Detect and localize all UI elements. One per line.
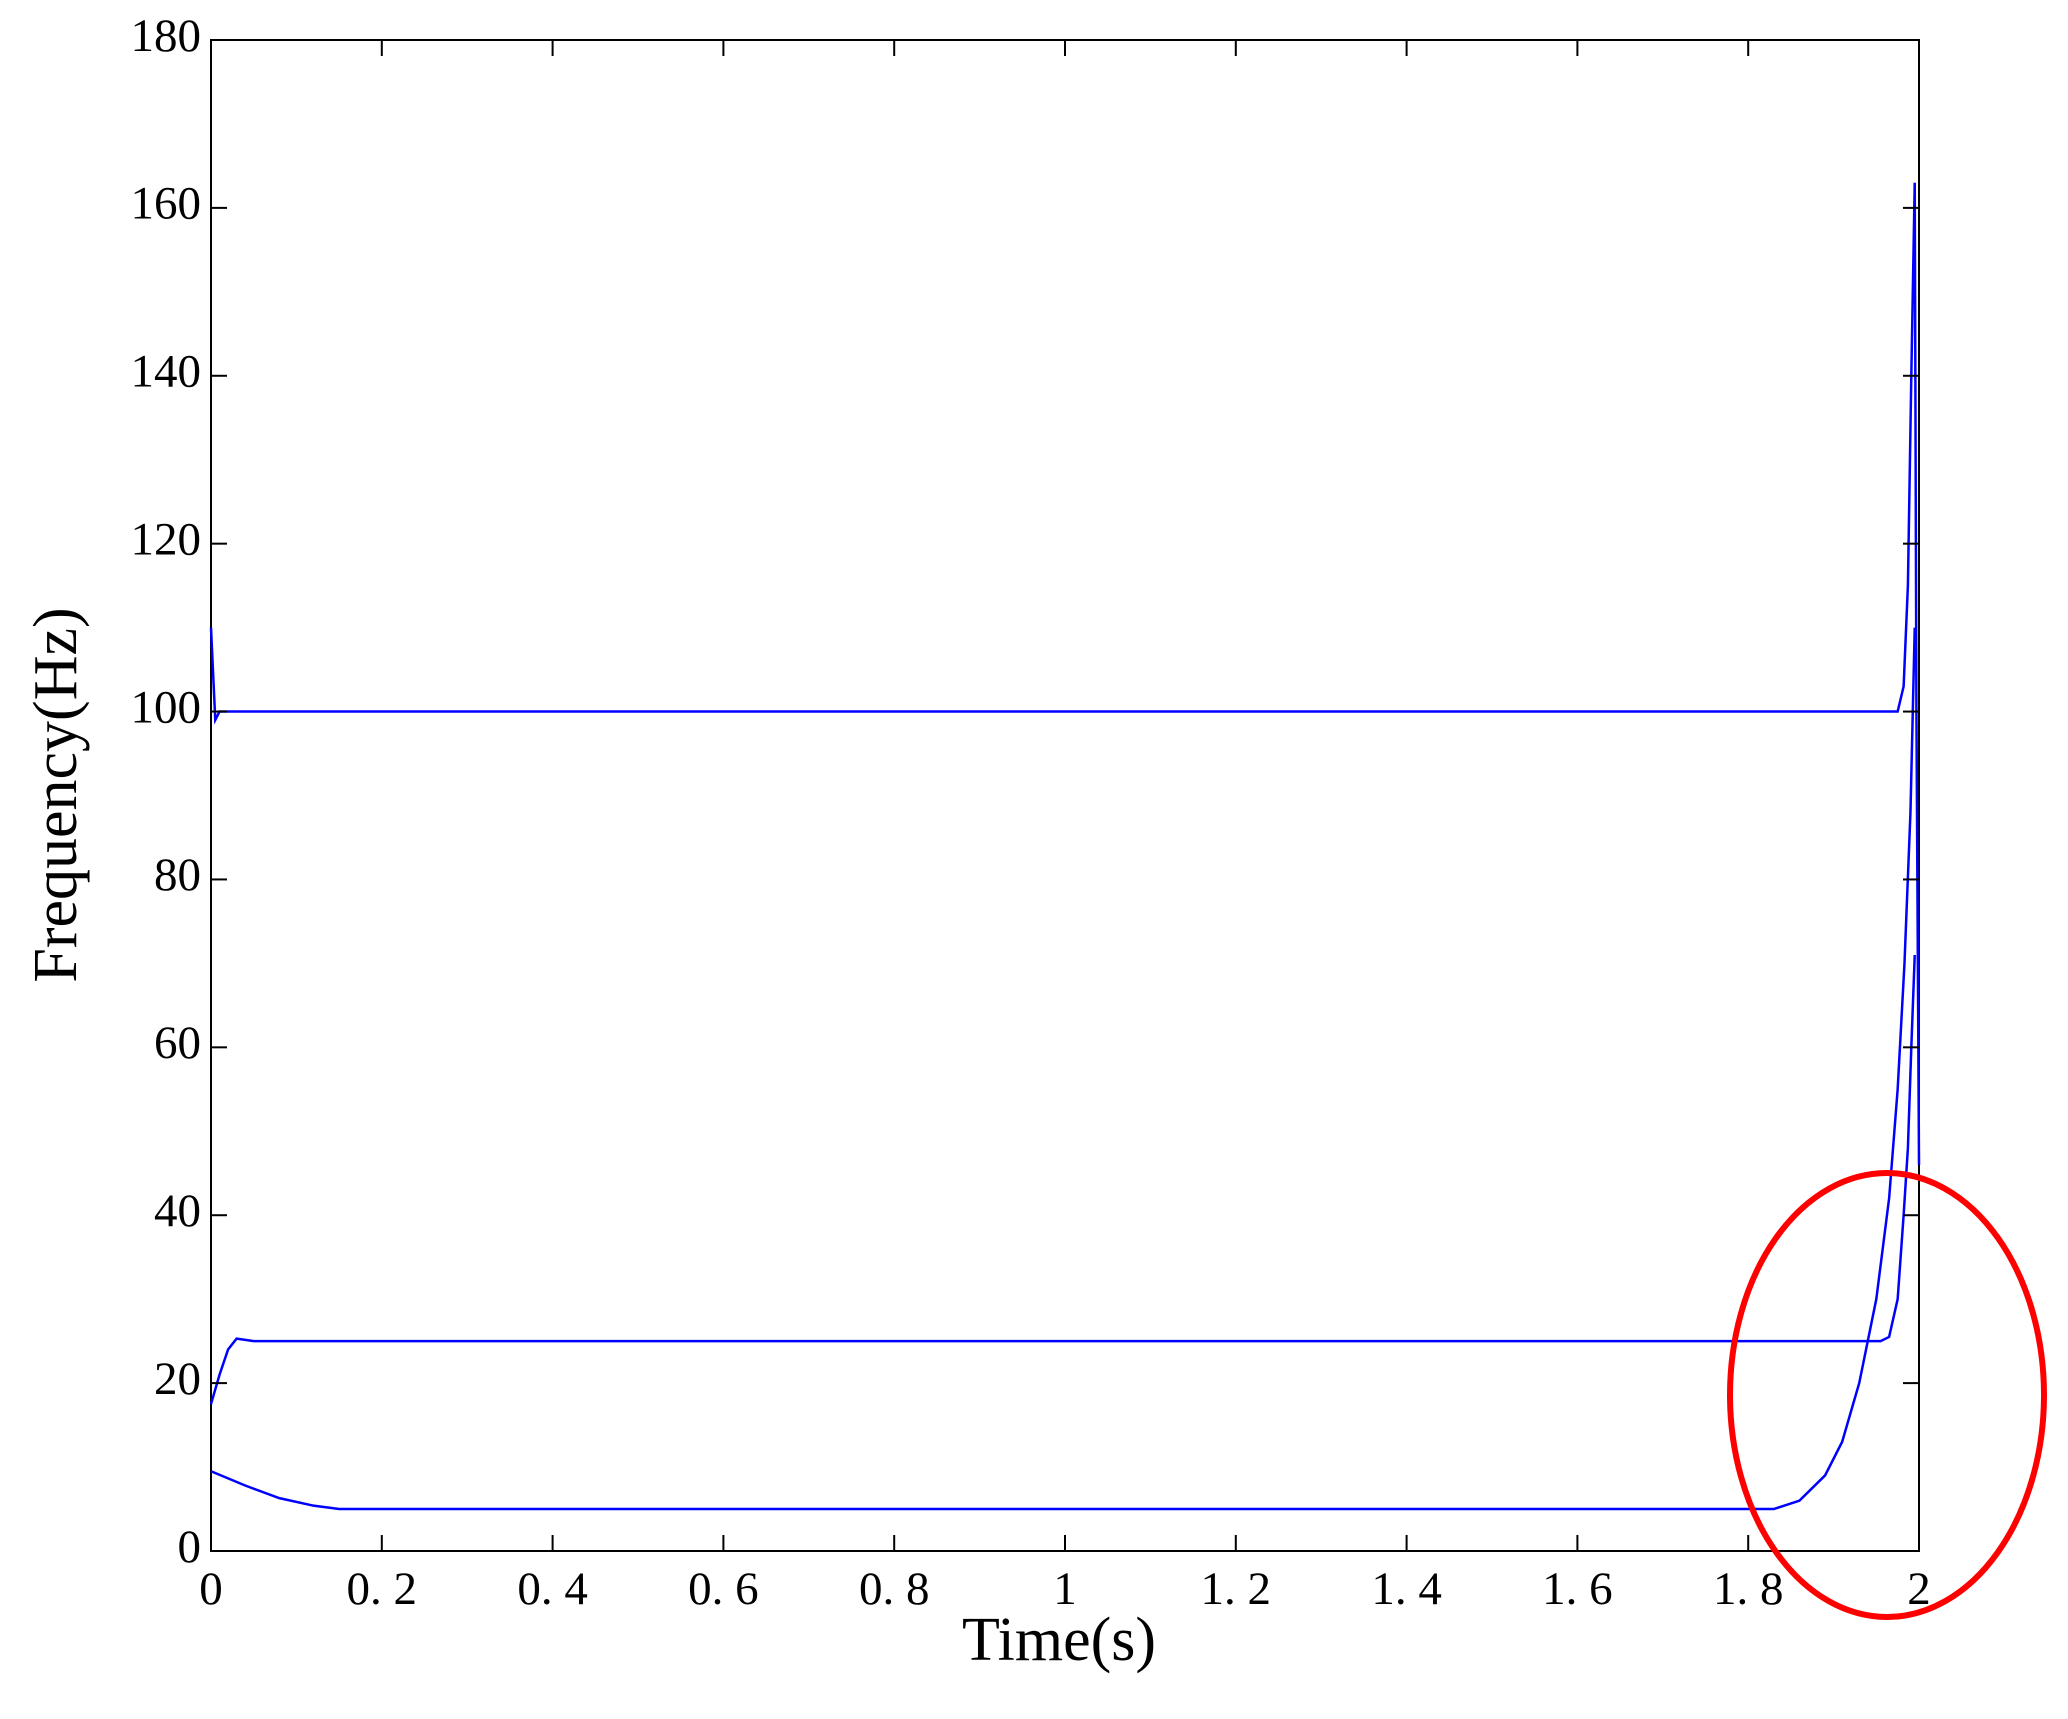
- y-axis-label: Frequency(Hz): [22, 607, 90, 982]
- x-tick-label: 1. 6: [1542, 1563, 1613, 1615]
- x-tick-label: 0. 8: [859, 1563, 930, 1615]
- x-tick-label: 1. 2: [1201, 1563, 1272, 1615]
- x-tick-label: 1: [1053, 1563, 1077, 1615]
- x-axis-label: Time(s): [962, 1606, 1156, 1674]
- y-tick-label: 60: [154, 1017, 201, 1069]
- x-tick-label: 0. 6: [688, 1563, 759, 1615]
- x-tick-label: 2: [1907, 1563, 1931, 1615]
- y-tick-label: 20: [154, 1353, 201, 1405]
- y-tick-label: 180: [131, 10, 202, 62]
- y-tick-label: 100: [131, 681, 202, 733]
- x-tick-label: 0. 2: [347, 1563, 418, 1615]
- series-line: [210, 627, 1916, 1511]
- highlight-ellipse: [1727, 1170, 2047, 1620]
- x-tick-label: 0: [199, 1563, 223, 1615]
- y-tick-label: 80: [154, 849, 201, 901]
- y-tick-label: 0: [178, 1521, 202, 1573]
- series-line: [209, 954, 1916, 1405]
- y-tick-label: 140: [131, 346, 202, 398]
- plot-frame: [210, 39, 1920, 1552]
- y-tick-label: 40: [154, 1185, 201, 1237]
- x-tick-label: 0. 4: [517, 1563, 588, 1615]
- y-tick-label: 160: [131, 178, 202, 230]
- series-line: [209, 182, 1921, 1165]
- x-tick-label: 1. 8: [1713, 1563, 1784, 1615]
- x-tick-label: 1. 4: [1371, 1563, 1442, 1615]
- y-tick-label: 120: [131, 513, 202, 565]
